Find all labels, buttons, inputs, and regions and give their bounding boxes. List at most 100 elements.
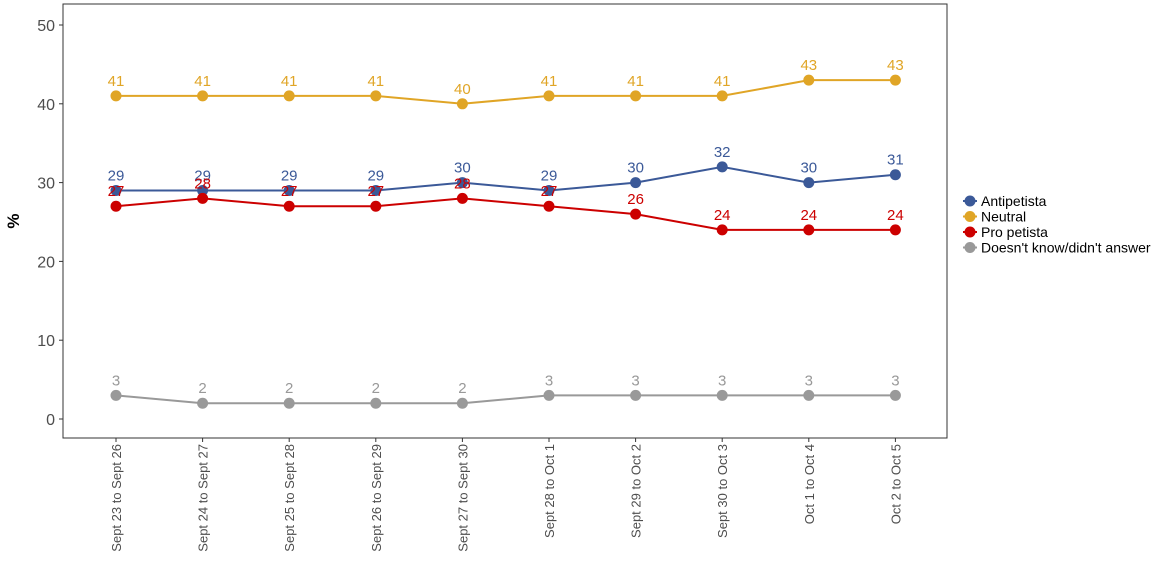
series-group: 41 41 41 41 40 41 41 41 43 43 bbox=[108, 57, 904, 110]
series-line bbox=[116, 79, 896, 105]
data-point bbox=[197, 90, 209, 102]
legend-key-point bbox=[964, 195, 976, 207]
data-label: 29 bbox=[281, 167, 298, 184]
data-point bbox=[283, 90, 295, 102]
data-label: 41 bbox=[714, 73, 731, 90]
data-point bbox=[370, 90, 382, 102]
data-label: 26 bbox=[627, 191, 644, 208]
series-group: 27 28 27 27 28 27 26 24 24 24 bbox=[108, 175, 904, 236]
data-label: 3 bbox=[891, 372, 899, 389]
data-point bbox=[716, 389, 728, 401]
data-point bbox=[543, 200, 555, 212]
data-label: 30 bbox=[800, 160, 817, 177]
data-label: 3 bbox=[112, 372, 120, 389]
data-label: 29 bbox=[367, 167, 384, 184]
data-point bbox=[456, 177, 468, 189]
series-line bbox=[115, 394, 896, 405]
y-tick-label: 50 bbox=[37, 18, 55, 35]
data-label: 41 bbox=[194, 73, 211, 90]
data-point bbox=[283, 397, 295, 409]
data-label: 30 bbox=[627, 160, 644, 177]
x-tick-label: Oct 2 to Oct 5 bbox=[888, 444, 903, 524]
data-label: 2 bbox=[285, 380, 293, 397]
data-label: 29 bbox=[541, 167, 558, 184]
data-point bbox=[110, 184, 122, 196]
data-label: 40 bbox=[454, 81, 471, 98]
x-tick-label: Sept 27 to Sept 30 bbox=[455, 444, 470, 552]
plot-panel bbox=[62, 3, 948, 439]
data-point bbox=[889, 169, 901, 181]
data-point bbox=[803, 224, 815, 236]
data-point bbox=[370, 397, 382, 409]
x-tick-label: Sept 29 to Oct 2 bbox=[629, 444, 644, 538]
data-point bbox=[456, 98, 468, 110]
data-label: 29 bbox=[194, 167, 211, 184]
data-label: 41 bbox=[108, 73, 125, 90]
legend-label: Doesn't know/didn't answer bbox=[981, 240, 1151, 256]
data-point bbox=[543, 389, 555, 401]
data-point bbox=[456, 192, 468, 204]
y-tick-label: 0 bbox=[46, 412, 55, 429]
data-label: 32 bbox=[714, 144, 731, 161]
data-label: 3 bbox=[631, 372, 639, 389]
series-line bbox=[115, 197, 896, 231]
data-point bbox=[803, 177, 815, 189]
data-point bbox=[630, 90, 642, 102]
data-label: 43 bbox=[800, 57, 817, 74]
data-label: 2 bbox=[458, 380, 466, 397]
legend-label: Pro petista bbox=[981, 224, 1048, 240]
data-label: 27 bbox=[367, 183, 384, 200]
x-tick-label: Sept 30 to Oct 3 bbox=[715, 444, 730, 538]
data-point bbox=[370, 200, 382, 212]
x-tick-label: Sept 23 to Sept 26 bbox=[109, 444, 124, 552]
data-label: 27 bbox=[281, 183, 298, 200]
data-point bbox=[456, 397, 468, 409]
data-label: 24 bbox=[714, 207, 731, 224]
y-axis-title: % bbox=[4, 213, 23, 228]
data-label: 28 bbox=[194, 175, 211, 192]
data-label: 41 bbox=[627, 73, 644, 90]
data-point bbox=[283, 200, 295, 212]
y-tick-label: 10 bbox=[37, 333, 55, 350]
data-point bbox=[630, 389, 642, 401]
data-point bbox=[110, 90, 122, 102]
legend-item: Neutral bbox=[963, 209, 1026, 225]
legend-key-point bbox=[964, 226, 976, 238]
data-label: 24 bbox=[800, 207, 817, 224]
data-point bbox=[716, 224, 728, 236]
data-point bbox=[543, 90, 555, 102]
legend-key-point bbox=[964, 211, 976, 222]
legend-label: Neutral bbox=[981, 209, 1026, 225]
data-label: 2 bbox=[198, 380, 206, 397]
data-label: 41 bbox=[281, 73, 298, 90]
y-tick-label: 30 bbox=[37, 176, 55, 193]
series-group: 3 2 2 2 2 3 3 3 3 3 bbox=[110, 372, 901, 409]
x-tick-label: Sept 28 to Oct 1 bbox=[542, 444, 557, 538]
data-label: 28 bbox=[454, 175, 471, 192]
data-label: 3 bbox=[718, 372, 726, 389]
legend-item: Pro petista bbox=[963, 224, 1048, 240]
data-point bbox=[110, 200, 122, 212]
data-point bbox=[889, 389, 901, 401]
series-line bbox=[116, 165, 896, 192]
x-tick-label: Oct 1 to Oct 4 bbox=[802, 444, 817, 524]
data-point bbox=[197, 184, 209, 196]
legend-label: Antipetista bbox=[981, 193, 1047, 209]
data-label: 27 bbox=[108, 183, 125, 200]
data-point bbox=[716, 161, 728, 173]
data-point bbox=[370, 184, 382, 196]
data-point bbox=[197, 192, 209, 204]
data-point bbox=[889, 224, 901, 236]
data-point bbox=[197, 397, 209, 409]
data-label: 41 bbox=[367, 73, 384, 90]
data-point bbox=[110, 389, 122, 401]
legend-item: Antipetista bbox=[963, 193, 1047, 209]
data-point bbox=[543, 184, 555, 196]
data-label: 24 bbox=[887, 207, 904, 224]
data-point bbox=[716, 90, 728, 102]
data-point bbox=[283, 184, 295, 196]
data-point bbox=[803, 74, 815, 86]
y-tick-label: 40 bbox=[37, 97, 55, 114]
legend-key-point bbox=[964, 242, 976, 253]
